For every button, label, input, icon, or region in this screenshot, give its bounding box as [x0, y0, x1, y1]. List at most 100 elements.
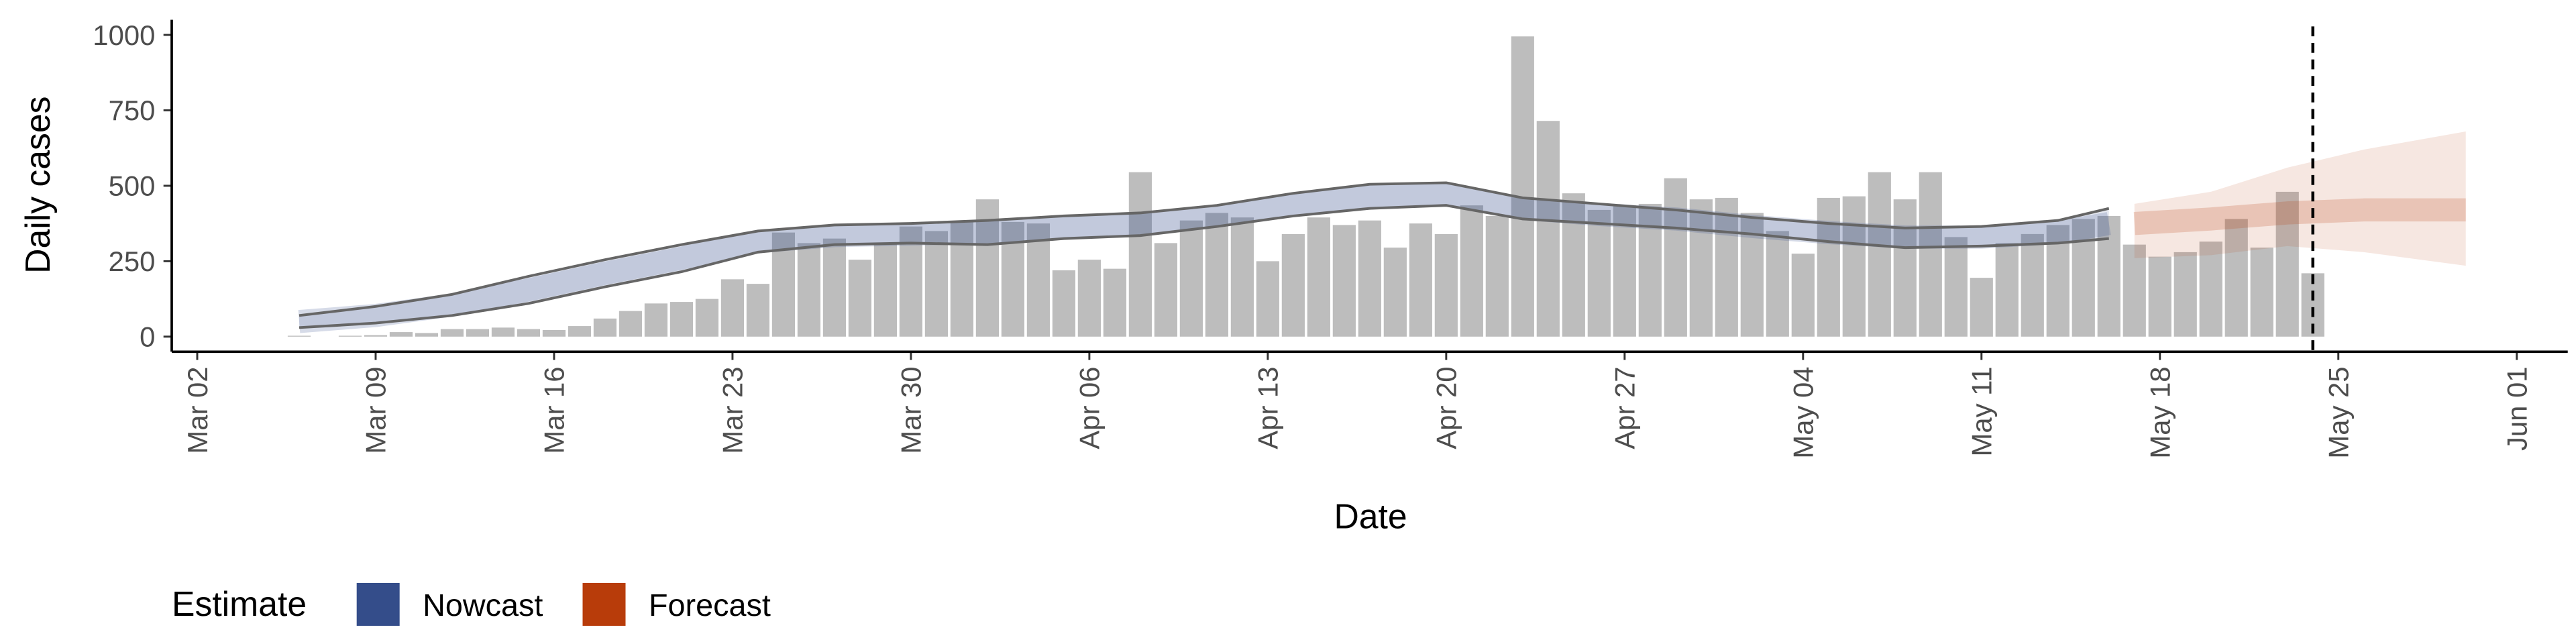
median-band [298, 183, 2111, 333]
bar [440, 329, 464, 337]
bar [1052, 270, 1075, 337]
x-tick-label: Apr 27 [1609, 366, 1641, 449]
bar [1332, 225, 1356, 337]
bar [1358, 220, 1381, 337]
bar [1893, 199, 1917, 337]
bar [873, 243, 898, 337]
bar [1179, 220, 1203, 337]
bar [364, 335, 388, 337]
y-tick-label: 750 [109, 95, 156, 126]
bar [1128, 172, 1152, 337]
bar [1409, 223, 1432, 337]
x-tick-label: May 25 [2322, 366, 2354, 458]
bar [1766, 231, 1789, 337]
x-tick-label: May 04 [1788, 366, 1819, 458]
bar [1587, 209, 1611, 337]
bar [1536, 121, 1560, 337]
bar [1562, 193, 1585, 337]
bar [1511, 36, 1534, 337]
bar [1154, 243, 1177, 337]
y-tick-label: 500 [109, 170, 156, 202]
bar [1485, 215, 1509, 337]
x-tick-label: Mar 23 [717, 366, 749, 453]
bar [822, 238, 847, 337]
bar [1077, 260, 1101, 337]
x-tick-label: Apr 06 [1074, 366, 1106, 449]
bar [975, 199, 999, 337]
bar [517, 329, 541, 337]
bar [1944, 237, 1968, 337]
legend-label: Nowcast [423, 588, 543, 623]
bar [1970, 278, 1993, 337]
bar [1383, 248, 1407, 337]
band [299, 182, 2109, 328]
bar [1205, 213, 1228, 337]
y-tick-label: 0 [140, 321, 155, 353]
bar [542, 329, 566, 337]
band [2134, 131, 2466, 266]
bar [669, 302, 694, 337]
bar [2250, 248, 2273, 337]
bar [1256, 261, 1279, 337]
bar [848, 260, 872, 337]
bar [1842, 196, 1866, 337]
bar [1103, 268, 1126, 337]
y-tick-label: 1000 [93, 19, 155, 51]
bar [287, 335, 311, 337]
lower-line [299, 204, 2109, 329]
bar [466, 329, 490, 337]
x-tick-label: Mar 16 [539, 366, 570, 453]
bar [2224, 219, 2248, 337]
bar [746, 284, 770, 337]
bar [1664, 178, 1687, 337]
x-tick-label: Apr 20 [1431, 366, 1462, 449]
bar [1230, 217, 1254, 337]
bar [568, 326, 592, 337]
x-axis-label: Date [1334, 497, 1407, 536]
bar [415, 333, 439, 337]
bar [2123, 244, 2146, 337]
bar [491, 327, 515, 337]
y-tick-label: 250 [109, 246, 156, 277]
legend-key [356, 582, 400, 626]
bar [924, 231, 949, 337]
x-tick-label: Apr 13 [1252, 366, 1284, 449]
bar [2174, 252, 2197, 337]
bar [2021, 233, 2044, 337]
x-tick-label: Mar 30 [896, 366, 927, 453]
bar [1689, 199, 1713, 337]
x-tick-label: Mar 09 [360, 366, 392, 453]
bar [2199, 241, 2222, 337]
bar [1919, 172, 1942, 337]
bar [1715, 197, 1738, 337]
bar [1307, 217, 1330, 337]
x-tick-label: May 11 [1966, 366, 1998, 456]
legend-key [582, 582, 626, 626]
bar [619, 311, 643, 337]
legend-label: Forecast [649, 588, 771, 623]
bar [1791, 254, 1815, 337]
median-band [2133, 198, 2466, 235]
bar [1460, 205, 1483, 337]
bar [593, 318, 617, 337]
bar [720, 279, 745, 337]
legend-title: Estimate [172, 584, 307, 623]
bar [1995, 243, 2019, 337]
x-tick-label: May 18 [2145, 366, 2176, 458]
bar [1868, 172, 1891, 337]
bar [797, 243, 821, 337]
bar [1613, 205, 1636, 337]
bar [389, 332, 413, 337]
bar [950, 221, 973, 337]
x-tick-label: Jun 01 [2501, 366, 2532, 451]
bar [1434, 233, 1458, 337]
x-tick-label: Mar 02 [182, 366, 213, 453]
bar [2097, 215, 2121, 337]
upper-line [299, 181, 2110, 317]
bar [2275, 191, 2299, 337]
bar [1281, 233, 1305, 337]
bar [2072, 219, 2095, 337]
y-axis-label: Daily cases [18, 97, 57, 274]
